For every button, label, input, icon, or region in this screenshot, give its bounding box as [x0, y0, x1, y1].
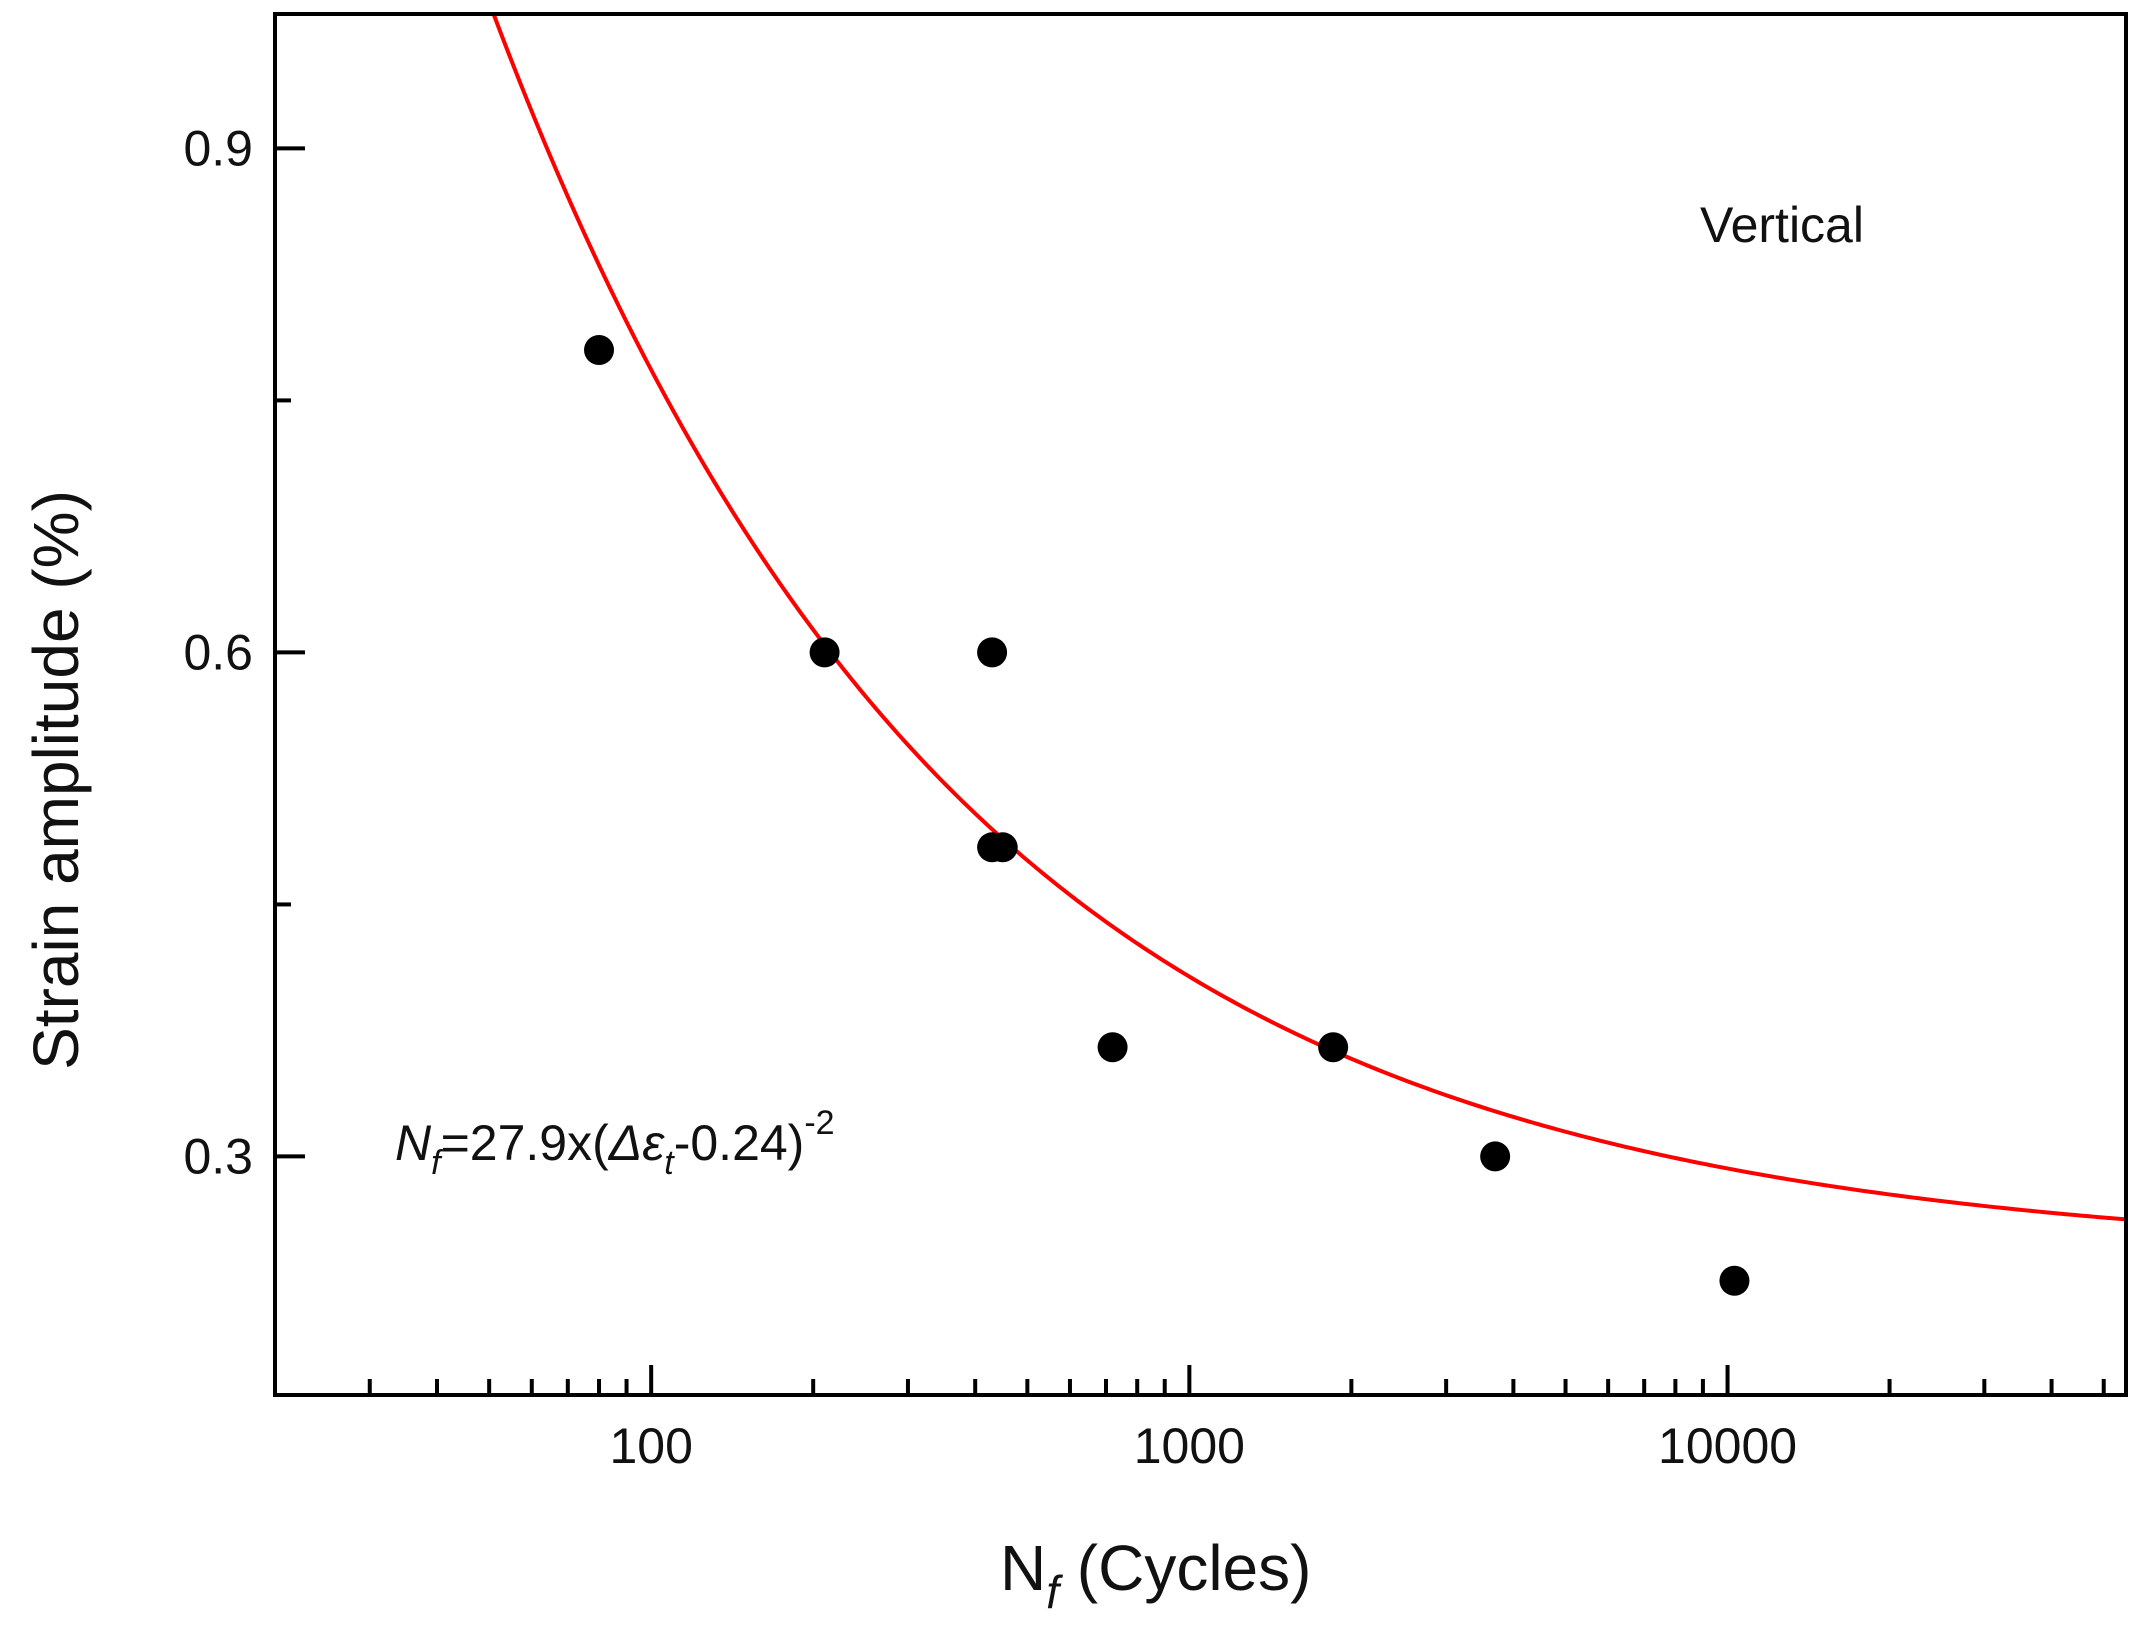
data-point: [1719, 1265, 1750, 1296]
y-tick-labels: 0.3 0.6 0.9: [183, 120, 253, 1184]
x-tick-label: 100: [609, 1418, 692, 1474]
eq-exp: -2: [804, 1104, 834, 1142]
x-title-sub: f: [1046, 1566, 1063, 1618]
fit-curve: [491, 14, 2126, 1222]
x-axis-title: Nf (Cycles): [1000, 1532, 1311, 1618]
fit-equation: Nf=27.9x(Δεt-0.24)-2: [395, 1104, 835, 1182]
eq-n: N: [395, 1115, 432, 1171]
eq-tail: -0.24): [674, 1115, 805, 1171]
data-point: [1097, 1032, 1128, 1063]
data-points: [584, 335, 1750, 1296]
eq-delta-sub: t: [664, 1144, 675, 1182]
x-tick-label: 10000: [1658, 1418, 1797, 1474]
x-tick-label: 1000: [1134, 1418, 1245, 1474]
eq-mid: =27.9x(: [441, 1115, 610, 1171]
legend-label: Vertical: [1700, 197, 1864, 253]
data-point: [584, 335, 615, 366]
data-point: [809, 637, 840, 668]
axis-ticks: [273, 146, 2106, 1395]
data-point: [987, 832, 1018, 863]
eq-delta: Δε: [608, 1115, 666, 1171]
data-point: [1318, 1032, 1349, 1063]
y-tick-label: 0.3: [183, 1128, 253, 1184]
y-tick-label: 0.9: [183, 120, 253, 176]
x-tick-labels: 100 1000 10000: [609, 1418, 1797, 1474]
x-title-main: N: [1000, 1532, 1046, 1604]
fit-curve-layer: [491, 14, 2126, 1222]
data-point: [1480, 1141, 1511, 1172]
plot-frame: [273, 12, 2128, 1397]
data-point: [977, 637, 1008, 668]
y-axis-title: Strain amplitude (%): [20, 490, 92, 1070]
x-title-rest: (Cycles): [1059, 1532, 1311, 1604]
y-tick-label: 0.6: [183, 624, 253, 680]
